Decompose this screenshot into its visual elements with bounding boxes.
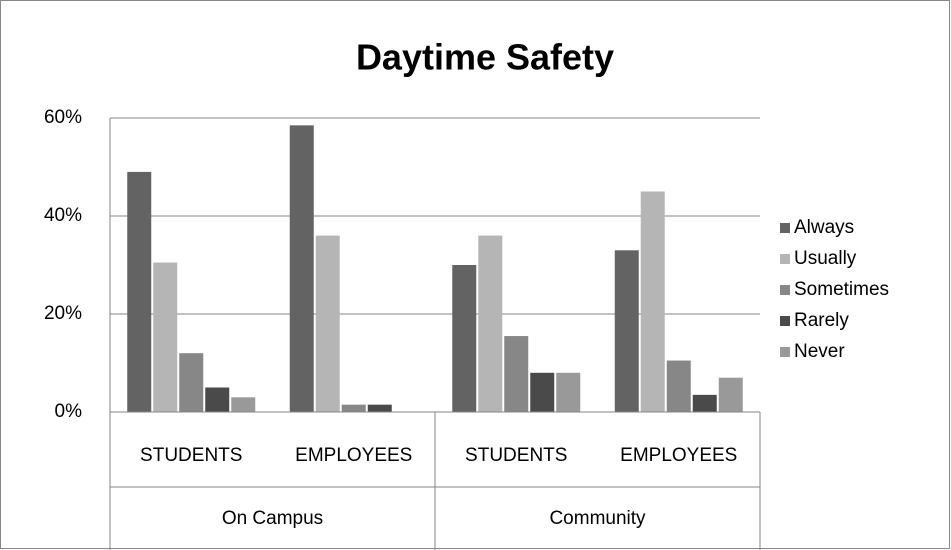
legend-swatch: [780, 347, 790, 357]
legend-label: Never: [794, 341, 845, 362]
bar: [367, 404, 392, 412]
bar: [231, 397, 256, 412]
legend-label: Rarely: [794, 310, 849, 331]
legend-label: Usually: [794, 248, 857, 269]
bar: [289, 125, 314, 412]
chart-title: Daytime Safety: [356, 37, 614, 78]
y-tick-label: 40%: [44, 205, 82, 226]
bar: [640, 191, 665, 412]
x-tick-label: STUDENTS: [140, 445, 242, 466]
legend-swatch: [780, 223, 790, 233]
legend-label: Always: [794, 217, 854, 238]
legend-swatch: [780, 254, 790, 264]
bar: [666, 360, 691, 412]
bar: [718, 377, 743, 412]
x-tick-label: STUDENTS: [465, 445, 567, 466]
legend-swatch: [780, 316, 790, 326]
bar: [478, 235, 503, 412]
y-tick-label: 20%: [44, 303, 82, 324]
y-tick-label: 0%: [55, 401, 83, 422]
x-tick-label: EMPLOYEES: [620, 445, 737, 466]
bar: [556, 372, 581, 412]
bar: [205, 387, 230, 412]
bar: [530, 372, 555, 412]
bar: [452, 265, 477, 412]
bar: [153, 262, 178, 412]
y-tick-label: 60%: [44, 107, 82, 128]
bar: [504, 336, 529, 412]
bar: [692, 394, 717, 412]
bar: [127, 171, 152, 412]
legend-swatch: [780, 285, 790, 295]
bar: [179, 353, 204, 412]
bar: [614, 250, 639, 412]
x-tick-label: EMPLOYEES: [295, 445, 412, 466]
bar: [341, 404, 366, 412]
legend-label: Sometimes: [794, 279, 889, 300]
x-group-label: Community: [549, 508, 646, 529]
x-group-label: On Campus: [222, 508, 323, 529]
bar: [315, 235, 340, 412]
